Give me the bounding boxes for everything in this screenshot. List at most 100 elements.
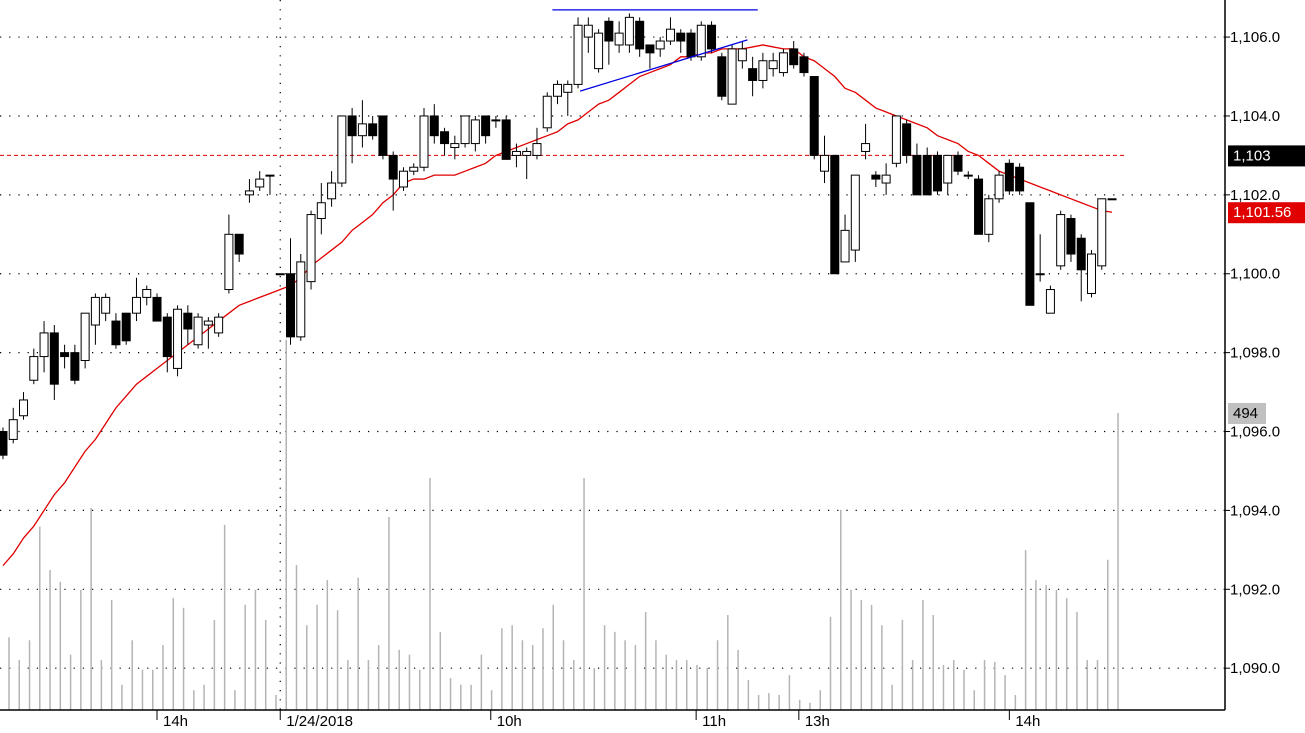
candle-body	[614, 32, 624, 46]
candle-body	[173, 308, 183, 369]
level-box	[1228, 145, 1305, 167]
candle-body	[101, 296, 111, 314]
candle-body	[286, 273, 296, 338]
candle-body	[214, 316, 224, 334]
candle-body	[440, 131, 450, 145]
candle-body	[1076, 237, 1086, 271]
candle-body	[152, 296, 162, 322]
candle-body	[737, 48, 747, 62]
candle-body	[90, 296, 100, 326]
candle-body	[388, 154, 398, 180]
candle-body	[604, 20, 614, 42]
candle-body	[337, 115, 347, 184]
candle-body	[409, 166, 419, 172]
candle-body	[357, 123, 367, 137]
candle-body	[275, 273, 285, 276]
candle-body	[758, 60, 768, 81]
candle-body	[306, 214, 316, 283]
candle-body	[0, 431, 8, 456]
candle-body	[635, 20, 645, 50]
candle-body	[1045, 289, 1055, 314]
candle-body	[532, 143, 542, 156]
candle-body	[881, 174, 891, 184]
candle-body	[799, 56, 809, 74]
candle-body	[224, 233, 234, 291]
candle-body	[193, 316, 203, 346]
candle-body	[1056, 214, 1066, 267]
volume-box	[1228, 403, 1266, 425]
trendline	[579, 39, 748, 92]
level-label: 1,103	[1233, 147, 1271, 164]
candle-body	[922, 154, 932, 196]
x-tick-label: 10h	[497, 713, 522, 730]
candle-body	[953, 154, 963, 172]
candle-body	[121, 312, 131, 342]
candle-body	[573, 24, 583, 85]
y-tick-label: 1,100.0	[1230, 266, 1280, 283]
candle-body	[707, 24, 717, 50]
candle-body	[861, 143, 871, 152]
y-tick-label: 1,102.0	[1230, 187, 1280, 204]
candle-body	[932, 154, 942, 192]
candle-body	[789, 48, 799, 66]
candle-body	[696, 24, 706, 58]
candle-body	[778, 52, 788, 74]
candle-body	[234, 233, 244, 255]
ma-label: 1,101.56	[1233, 204, 1291, 221]
x-tick-label: 1/24/2018	[286, 713, 353, 730]
candle-body	[727, 48, 737, 105]
candle-body	[327, 182, 337, 200]
candle-body	[347, 115, 357, 137]
candle-body	[296, 261, 306, 338]
candle-body	[902, 123, 912, 156]
candle-body	[481, 115, 491, 137]
candle-body	[974, 178, 984, 235]
candle-body	[491, 119, 501, 122]
candle-body	[450, 143, 460, 149]
candle-body	[460, 115, 470, 145]
y-tick-label: 1,104.0	[1230, 108, 1280, 125]
candle-body	[316, 202, 326, 220]
candle-body	[378, 115, 388, 156]
candle-body	[645, 44, 655, 54]
candle-body	[891, 115, 901, 164]
y-tick-label: 1,096.0	[1230, 423, 1280, 440]
candle-body	[111, 320, 121, 346]
candle-body	[542, 95, 552, 129]
candle-body	[142, 289, 152, 298]
candle-body	[470, 119, 480, 145]
candle-body	[1087, 253, 1097, 294]
candle-body	[70, 352, 80, 381]
candle-body	[398, 170, 408, 188]
candle-body	[850, 174, 860, 251]
candle-body	[830, 154, 840, 275]
candle-body	[183, 312, 193, 330]
candle-body	[1107, 198, 1117, 201]
candle-body	[912, 154, 922, 196]
candle-body	[583, 24, 593, 38]
candle-body	[368, 123, 378, 137]
candle-body	[203, 320, 213, 326]
y-tick-label: 1,094.0	[1230, 502, 1280, 519]
candle-body	[624, 16, 634, 46]
candle-body	[563, 83, 573, 93]
candle-body	[8, 419, 18, 440]
x-tick-label: 14h	[163, 713, 188, 730]
candle-body	[840, 229, 850, 263]
candle-body	[676, 32, 686, 42]
y-tick-label: 1,098.0	[1230, 345, 1280, 362]
x-tick-label: 14h	[1015, 713, 1040, 730]
candle-body	[717, 56, 727, 97]
candle-body	[1097, 198, 1107, 267]
candle-body	[244, 190, 254, 196]
x-tick-label: 13h	[805, 713, 830, 730]
candle-body	[80, 312, 90, 362]
y-tick-label: 1,090.0	[1230, 660, 1280, 677]
candle-body	[1066, 218, 1076, 255]
candle-body	[1035, 273, 1045, 276]
candle-body	[984, 198, 994, 235]
candle-body	[162, 316, 172, 358]
volume-label: 494	[1233, 405, 1258, 422]
